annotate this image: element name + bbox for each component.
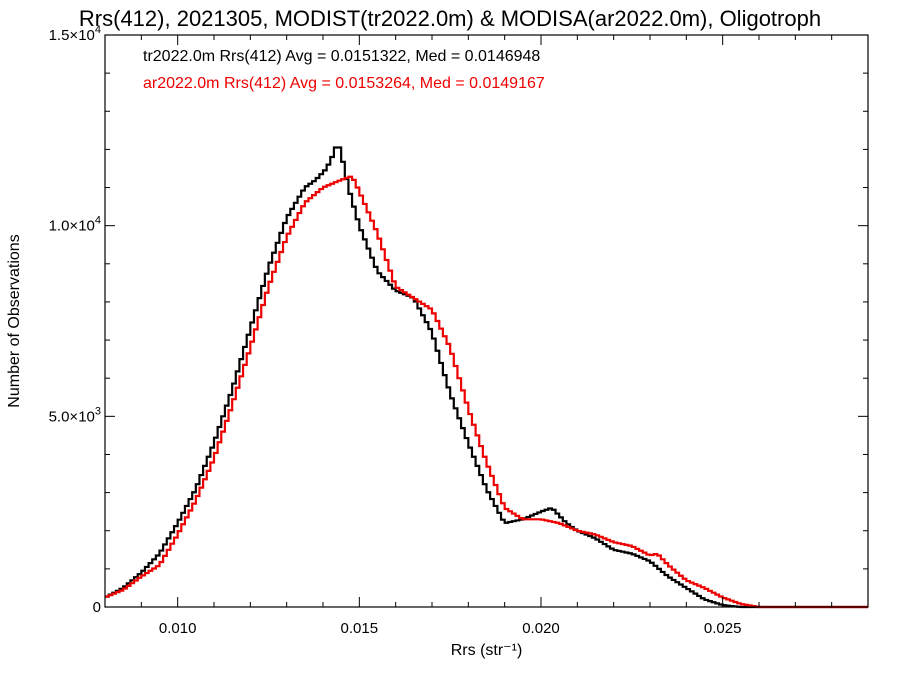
y-tick-label: 0	[93, 599, 101, 616]
y-axis-label: Number of Observations	[6, 234, 23, 407]
y-tick-label: 5.0×103	[49, 405, 101, 425]
series-tr2022-histogram	[105, 146, 868, 609]
legend-annotations: tr2022.0m Rrs(412) Avg = 0.0151322, Med …	[143, 48, 545, 92]
series-layer	[105, 146, 868, 609]
y-tick-label: 1.0×104	[49, 215, 101, 235]
y-tick-label: 1.5×104	[49, 24, 101, 44]
plot-frame	[104, 34, 869, 608]
x-tick-label: 0.010	[159, 620, 197, 637]
x-tick-label: 0.015	[341, 620, 379, 637]
x-tick-label: 0.020	[522, 620, 560, 637]
x-tick-label: 0.025	[704, 620, 742, 637]
annotation-text: ar2022.0m Rrs(412) Avg = 0.0153264, Med …	[143, 75, 545, 92]
x-axis: 0.010 0.015 0.020 0.025	[104, 35, 869, 637]
annotation-text: tr2022.0m Rrs(412) Avg = 0.0151322, Med …	[143, 48, 540, 65]
series-ar2022-histogram	[105, 175, 868, 609]
y-axis: 0 5.0×103 1.0×104 1.5×104	[49, 24, 868, 616]
x-axis-label: Rrs (str⁻¹)	[451, 642, 523, 659]
chart-title: Rrs(412), 2021305, MODIST(tr2022.0m) & M…	[79, 6, 821, 31]
